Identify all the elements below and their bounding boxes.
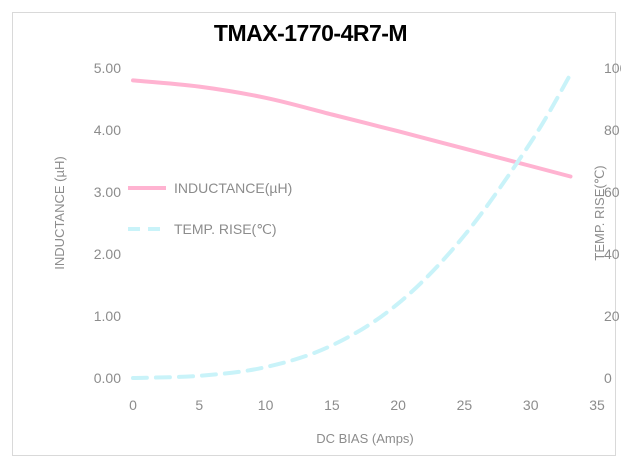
x-tick-label: 25 bbox=[457, 397, 473, 413]
y-right-tick-label: 80 bbox=[604, 122, 620, 138]
x-tick-label: 10 bbox=[258, 397, 274, 413]
series-line-temp-rise bbox=[131, 72, 573, 380]
y-right-tick-label: 60 bbox=[604, 184, 620, 200]
y-right-tick-label: 20 bbox=[604, 308, 620, 324]
x-tick-label: 30 bbox=[523, 397, 539, 413]
x-tick-label: 15 bbox=[324, 397, 340, 413]
x-tick-label: 5 bbox=[195, 397, 203, 413]
y-left-axis-title: INDUCTANCE (µH) bbox=[52, 156, 67, 269]
y-right-tick-label: 0 bbox=[604, 370, 612, 386]
x-tick-label: 0 bbox=[129, 397, 137, 413]
series-layer bbox=[131, 72, 573, 380]
y-left-tick-label: 1.00 bbox=[94, 308, 121, 324]
y-right-axis-ticks: 0 20 40 60 80 100 bbox=[604, 60, 621, 386]
y-right-tick-label: 40 bbox=[604, 246, 620, 262]
y-left-tick-label: 0.00 bbox=[94, 370, 121, 386]
y-left-tick-label: 4.00 bbox=[94, 122, 121, 138]
legend-label: TEMP. RISE(℃) bbox=[174, 221, 277, 237]
chart-frame bbox=[12, 12, 616, 456]
y-right-axis-title: TEMP. RISE(℃) bbox=[592, 165, 607, 260]
x-tick-label: 20 bbox=[390, 397, 406, 413]
x-axis-title: DC BIAS (Amps) bbox=[316, 431, 414, 446]
legend-label: INDUCTANCE(µH) bbox=[174, 180, 292, 196]
y-left-axis-ticks: 0.00 1.00 2.00 3.00 4.00 5.00 bbox=[94, 60, 121, 386]
y-left-tick-label: 3.00 bbox=[94, 184, 121, 200]
y-left-tick-label: 2.00 bbox=[94, 246, 121, 262]
x-tick-label: 35 bbox=[589, 397, 605, 413]
x-axis-ticks: 0 5 10 15 20 25 30 35 bbox=[129, 397, 605, 413]
y-left-tick-label: 5.00 bbox=[94, 60, 121, 76]
legend: INDUCTANCE(µH) TEMP. RISE(℃) bbox=[128, 180, 292, 237]
series-line-inductance bbox=[131, 78, 573, 179]
y-right-tick-label: 100 bbox=[604, 60, 621, 76]
chart-title: TMAX-1770-4R7-M bbox=[213, 20, 408, 46]
